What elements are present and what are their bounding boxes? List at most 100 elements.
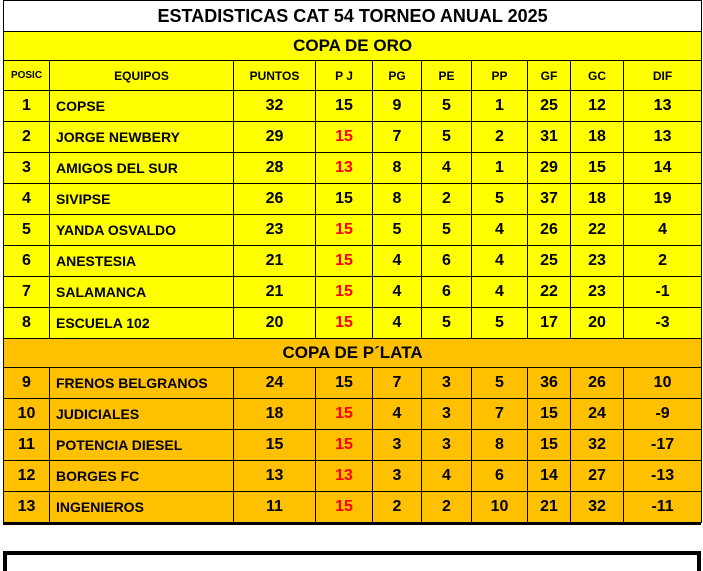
cell-pts: 20 <box>233 307 316 339</box>
cell-gf: 15 <box>527 429 571 461</box>
cell-dif: 19 <box>622 183 703 215</box>
cell-dif: 2 <box>622 245 703 277</box>
cell-pe: 4 <box>421 152 472 184</box>
cell-pos: 10 <box>3 398 50 430</box>
cell-pg: 4 <box>372 245 422 277</box>
cell-team: JUDICIALES <box>49 398 234 430</box>
cell-dif: -1 <box>622 276 703 308</box>
cell-gf: 25 <box>527 245 571 277</box>
gold-cup-heading: COPA DE ORO <box>2 31 703 61</box>
cell-gf: 22 <box>527 276 571 308</box>
cell-pts: 21 <box>233 245 316 277</box>
cell-team: YANDA OSVALDO <box>49 214 234 246</box>
cell-pos: 2 <box>3 121 50 153</box>
cell-dif: -17 <box>622 429 703 461</box>
cell-dif: 13 <box>622 90 703 122</box>
cell-gf: 26 <box>527 214 571 246</box>
cell-pos: 8 <box>3 307 50 339</box>
cell-team: BORGES FC <box>49 460 234 492</box>
table-row: 8 ESCUELA 102 20 15 4 5 5 17 20 -3 <box>3 307 703 339</box>
header-posic: POSIC <box>3 60 50 91</box>
cell-gc: 22 <box>570 214 624 246</box>
table-row: 10 JUDICIALES 18 15 4 3 7 15 24 -9 <box>3 398 703 430</box>
cell-dif: -3 <box>622 307 703 339</box>
cell-pos: 11 <box>3 429 50 461</box>
cell-pe: 5 <box>421 121 472 153</box>
cell-pp: 5 <box>471 183 528 215</box>
table-row: 6 ANESTESIA 21 15 4 6 4 25 23 2 <box>3 245 703 277</box>
cell-pp: 7 <box>471 398 528 430</box>
cell-gc: 24 <box>570 398 624 430</box>
cell-dif: 13 <box>622 121 703 153</box>
cell-gf: 21 <box>527 491 571 523</box>
standings-table: ESTADISTICAS CAT 54 TORNEO ANUAL 2025 CO… <box>2 0 703 523</box>
cell-pj: 15 <box>315 183 373 215</box>
table-row: 4 SIVIPSE 26 15 8 2 5 37 18 19 <box>3 183 703 215</box>
cell-team: SIVIPSE <box>49 183 234 215</box>
cell-gf: 14 <box>527 460 571 492</box>
cell-gf: 36 <box>527 367 571 399</box>
cell-dif: 14 <box>622 152 703 184</box>
cell-pts: 15 <box>233 429 316 461</box>
header-dif: DIF <box>622 60 703 91</box>
table-row: 7 SALAMANCA 21 15 4 6 4 22 23 -1 <box>3 276 703 308</box>
cell-pj: 15 <box>315 367 373 399</box>
cell-pe: 5 <box>421 307 472 339</box>
cell-pos: 13 <box>3 491 50 523</box>
table-row: 13 INGENIEROS 11 15 2 2 10 21 32 -11 <box>3 491 703 523</box>
cell-gc: 15 <box>570 152 624 184</box>
cell-pe: 2 <box>421 183 472 215</box>
cell-pe: 3 <box>421 429 472 461</box>
cell-pj: 13 <box>315 460 373 492</box>
cell-pe: 6 <box>421 245 472 277</box>
cell-pg: 5 <box>372 214 422 246</box>
cell-gc: 27 <box>570 460 624 492</box>
cell-pe: 4 <box>421 460 472 492</box>
cell-pos: 3 <box>3 152 50 184</box>
cell-pos: 6 <box>3 245 50 277</box>
cell-pj: 15 <box>315 121 373 153</box>
cell-gc: 18 <box>570 121 624 153</box>
cell-team: POTENCIA DIESEL <box>49 429 234 461</box>
cell-pp: 2 <box>471 121 528 153</box>
bottom-empty-box <box>3 551 701 571</box>
table-row: 11 POTENCIA DIESEL 15 15 3 3 8 15 32 -17 <box>3 429 703 461</box>
header-pe: PE <box>421 60 472 91</box>
cell-pos: 1 <box>3 90 50 122</box>
table-row: 9 FRENOS BELGRANOS 24 15 7 3 5 36 26 10 <box>3 367 703 399</box>
cell-pp: 8 <box>471 429 528 461</box>
cell-gc: 32 <box>570 491 624 523</box>
table-row: 5 YANDA OSVALDO 23 15 5 5 4 26 22 4 <box>3 214 703 246</box>
cell-pe: 5 <box>421 90 472 122</box>
cell-pos: 9 <box>3 367 50 399</box>
header-pp: PP <box>471 60 528 91</box>
cell-gf: 29 <box>527 152 571 184</box>
cell-team: ESCUELA 102 <box>49 307 234 339</box>
header-equipos: EQUIPOS <box>49 60 234 91</box>
cell-pg: 7 <box>372 121 422 153</box>
cell-pts: 29 <box>233 121 316 153</box>
cell-dif: 10 <box>622 367 703 399</box>
cell-gc: 23 <box>570 245 624 277</box>
cell-pts: 21 <box>233 276 316 308</box>
header-puntos: PUNTOS <box>233 60 316 91</box>
cell-team: SALAMANCA <box>49 276 234 308</box>
cell-pos: 5 <box>3 214 50 246</box>
header-gf: GF <box>527 60 571 91</box>
cell-dif: -13 <box>622 460 703 492</box>
cell-pg: 8 <box>372 152 422 184</box>
cell-dif: -11 <box>622 491 703 523</box>
cell-dif: 4 <box>622 214 703 246</box>
cell-gc: 18 <box>570 183 624 215</box>
cell-pts: 32 <box>233 90 316 122</box>
cell-pg: 9 <box>372 90 422 122</box>
cell-pe: 6 <box>421 276 472 308</box>
table-row: 2 JORGE NEWBERY 29 15 7 5 2 31 18 13 <box>3 121 703 153</box>
cell-pp: 4 <box>471 245 528 277</box>
cell-pp: 5 <box>471 367 528 399</box>
cell-gc: 12 <box>570 90 624 122</box>
cell-team: AMIGOS DEL SUR <box>49 152 234 184</box>
cell-team: JORGE NEWBERY <box>49 121 234 153</box>
cell-pts: 26 <box>233 183 316 215</box>
cell-pj: 15 <box>315 398 373 430</box>
